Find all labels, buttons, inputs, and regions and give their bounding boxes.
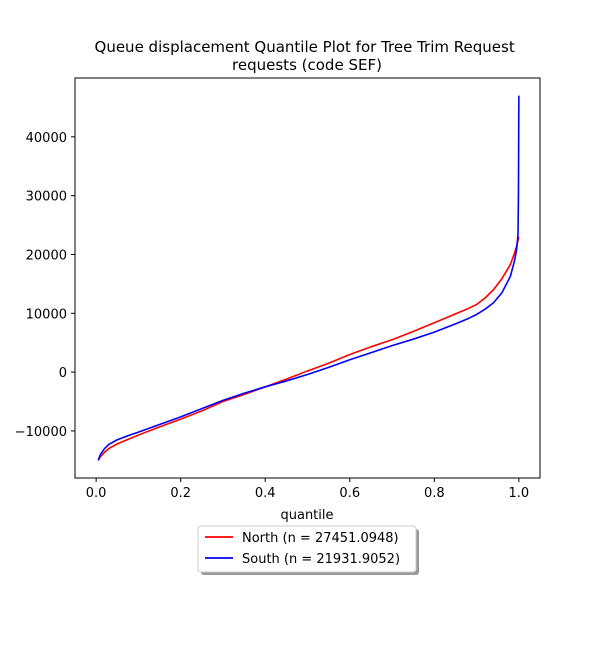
- x-axis-label: quantile: [280, 508, 333, 523]
- y-tick-label: 0: [59, 366, 67, 381]
- chart-title-line-2: requests (code SEF): [232, 56, 382, 74]
- x-tick-label: 0.2: [170, 486, 191, 501]
- x-tick-label: 0.4: [255, 486, 276, 501]
- chart-title-line-1: Queue displacement Quantile Plot for Tre…: [95, 38, 515, 56]
- legend-items: North (n = 27451.0948) South (n = 21931.9…: [205, 531, 400, 567]
- legend-label-2: South (n = 21931.9052): [242, 552, 400, 567]
- legend-box: [197, 525, 417, 573]
- x-tick-label: 0.6: [339, 486, 360, 501]
- y-tick-label: 40000: [26, 131, 67, 146]
- legend-label-1: North (n = 27451.0948): [242, 531, 399, 546]
- axes-frame: [74, 77, 541, 479]
- series-layer: [97, 95, 520, 461]
- x-tick-label: 1.0: [509, 486, 530, 501]
- series-line-1: [97, 236, 520, 461]
- chart-title: Queue displacement Quantile Plot for Tre…: [95, 38, 520, 74]
- y-axis-ticks: −10000 0 10000 20000 30000 40000: [15, 131, 75, 440]
- x-tick-label: 0.8: [424, 486, 445, 501]
- y-tick-label: 20000: [26, 248, 67, 263]
- y-tick-label: 10000: [26, 307, 67, 322]
- y-tick-label: −10000: [15, 425, 67, 440]
- legend: North (n = 27451.0948) South (n = 21931.9…: [197, 525, 419, 575]
- series-line-2: [97, 95, 520, 461]
- plot-area: [74, 77, 541, 479]
- y-tick-label: 30000: [26, 190, 67, 205]
- x-tick-label: 0.0: [86, 486, 107, 501]
- x-axis-ticks: 0.0 0.2 0.4 0.6 0.8 1.0: [86, 478, 529, 501]
